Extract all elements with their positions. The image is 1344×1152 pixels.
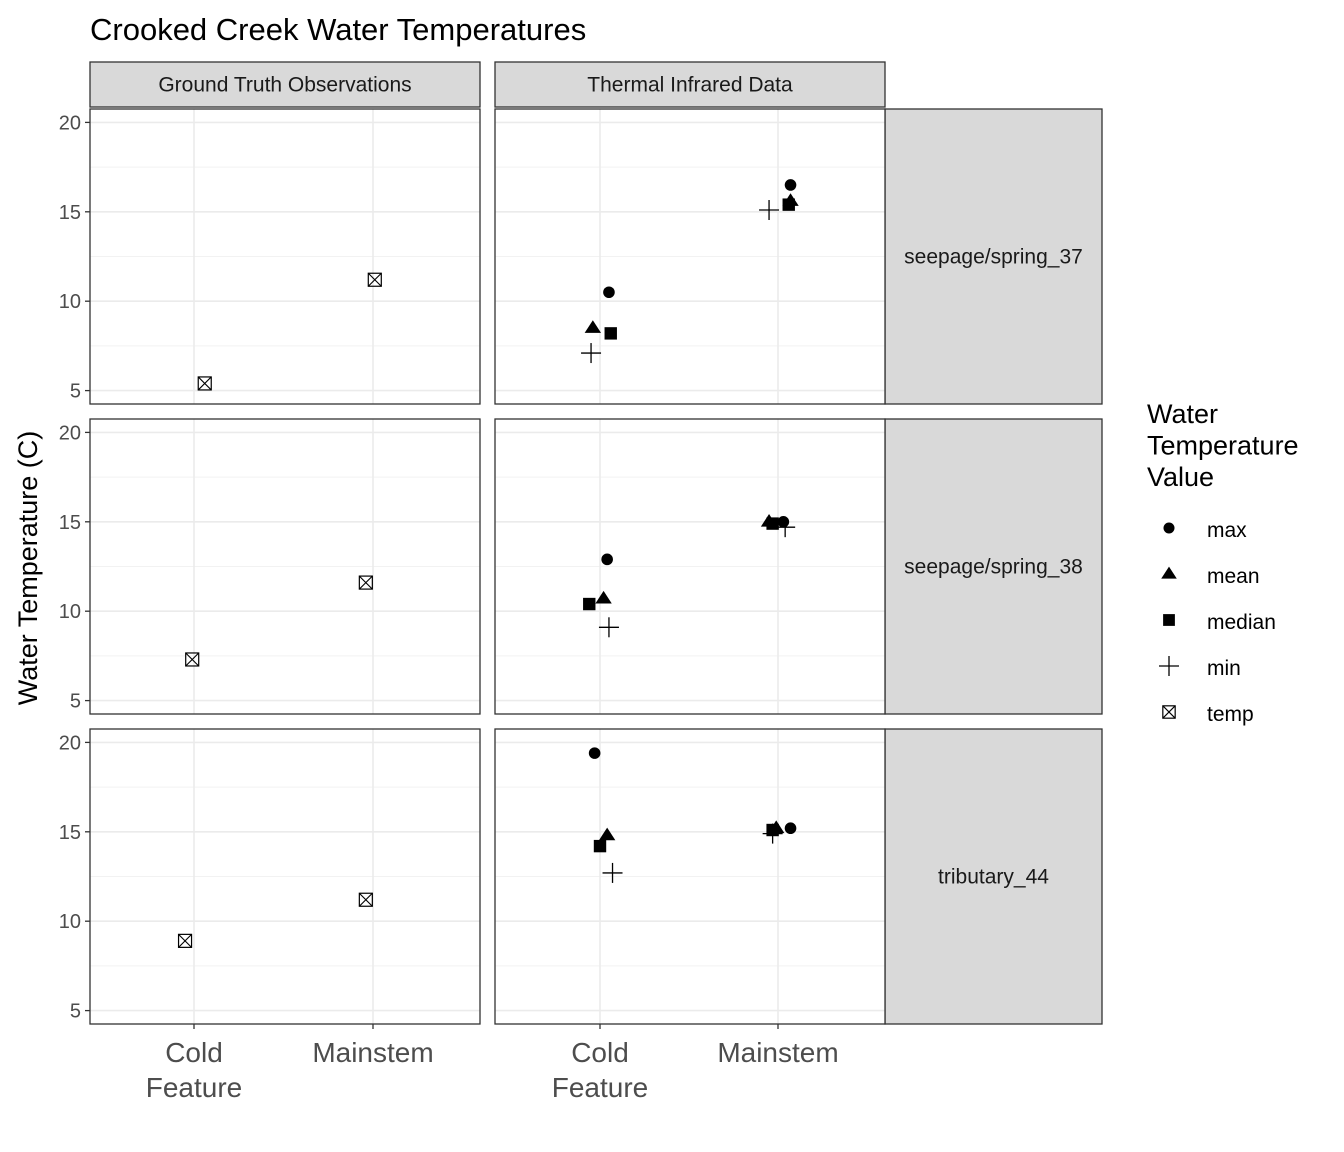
facet-strip-row-0: seepage/spring_37 [884, 108, 1103, 405]
point-mean [584, 320, 602, 333]
facet-strips: Ground Truth Observations Thermal Infrare… [89, 61, 1103, 1025]
point-median [583, 597, 596, 611]
facet-panels [89, 108, 886, 1025]
facet-strip-label: Thermal Infrared Data [587, 74, 793, 97]
legend-key-temp [1162, 705, 1176, 719]
point-median [593, 839, 607, 853]
legend-label: mean [1207, 565, 1260, 588]
legend-label: median [1207, 611, 1276, 634]
facet-strip-row-1: seepage/spring_38 [884, 418, 1103, 715]
y-tick-label: 15 [59, 822, 81, 844]
legend-key-median [1163, 614, 1175, 626]
point-max [784, 179, 797, 191]
point-temp [367, 272, 382, 287]
legend-label: temp [1207, 703, 1254, 726]
point-mean [595, 590, 612, 604]
panel-border [494, 418, 886, 715]
panel-r0-c1 [495, 109, 885, 404]
panel-r1-c0 [90, 419, 480, 714]
y-tick-label: 20 [59, 732, 81, 754]
legend-key-min [1159, 656, 1179, 676]
panel-r2-c0 [90, 729, 480, 1024]
x-tick-label: Cold Feature [552, 1037, 649, 1103]
legend-label: max [1207, 519, 1247, 542]
y-tick-label: 10 [59, 911, 81, 933]
legend: Water Temperature Value max mean median min tem… [1147, 399, 1299, 726]
facet-strip-label: tributary_44 [938, 866, 1049, 889]
point-max [601, 553, 613, 566]
y-tick-label: 5 [70, 1001, 81, 1023]
facet-strip-col-0: Ground Truth Observations [89, 61, 481, 108]
panel-border [89, 108, 481, 405]
legend-item-max: max [1163, 519, 1247, 542]
point-temp [185, 652, 200, 667]
facet-strip-row-2: tributary_44 [884, 728, 1103, 1025]
legend-title: Water Temperature Value [1147, 399, 1299, 492]
point-max [603, 286, 615, 299]
point-temp [358, 575, 373, 590]
point-median [766, 517, 779, 530]
legend-item-min: min [1159, 656, 1241, 680]
point-temp [197, 376, 212, 391]
point-min [775, 517, 796, 538]
point-mean [598, 827, 616, 841]
point-max [784, 822, 797, 835]
panel-r0-c0 [90, 109, 480, 404]
point-min [759, 200, 780, 221]
y-tick-label: 5 [70, 691, 81, 713]
panel-border [494, 728, 886, 1025]
y-tick-label: 15 [59, 202, 81, 224]
point-median [604, 327, 617, 340]
panel-r2-c1 [495, 729, 885, 1024]
x-tick-label: Mainstem [717, 1037, 838, 1068]
y-tick-label: 15 [59, 512, 81, 534]
legend-item-median: median [1163, 611, 1276, 634]
panel-border [89, 418, 481, 715]
axes: 5 10 15 20 5 10 15 20 5 10 15 20 Cold Feature Mainstem… [59, 112, 839, 1103]
point-median [782, 198, 795, 211]
x-tick-label: Cold Feature [146, 1037, 243, 1103]
legend-key-mean [1161, 566, 1177, 579]
facet-strip-label: seepage/spring_37 [904, 246, 1083, 269]
facet-strip-col-1: Thermal Infrared Data [494, 61, 886, 108]
panel-border [89, 728, 481, 1025]
y-tick-label: 5 [70, 381, 81, 403]
legend-key-max [1163, 522, 1175, 534]
legend-item-temp: temp [1162, 703, 1254, 726]
y-tick-label: 10 [59, 601, 81, 623]
point-temp [177, 933, 193, 948]
point-min [581, 343, 602, 364]
point-min [762, 823, 783, 844]
point-min [598, 617, 619, 638]
y-axis-title: Water Temperature (C) [13, 431, 43, 706]
y-tick-label: 20 [59, 112, 81, 134]
x-tick-label: Mainstem [312, 1037, 433, 1068]
point-max [777, 516, 790, 528]
point-temp [358, 892, 373, 907]
chart-title: Crooked Creek Water Temperatures [90, 12, 586, 47]
legend-item-mean: mean [1161, 565, 1260, 588]
facet-strip-label: Ground Truth Observations [158, 74, 411, 97]
y-tick-label: 20 [59, 422, 81, 444]
facet-strip-label: seepage/spring_38 [904, 556, 1083, 579]
point-min [602, 862, 623, 883]
panel-r1-c1 [495, 419, 885, 714]
panel-border [494, 108, 886, 405]
legend-label: min [1207, 657, 1241, 680]
y-tick-label: 10 [59, 291, 81, 313]
point-max [588, 747, 601, 759]
